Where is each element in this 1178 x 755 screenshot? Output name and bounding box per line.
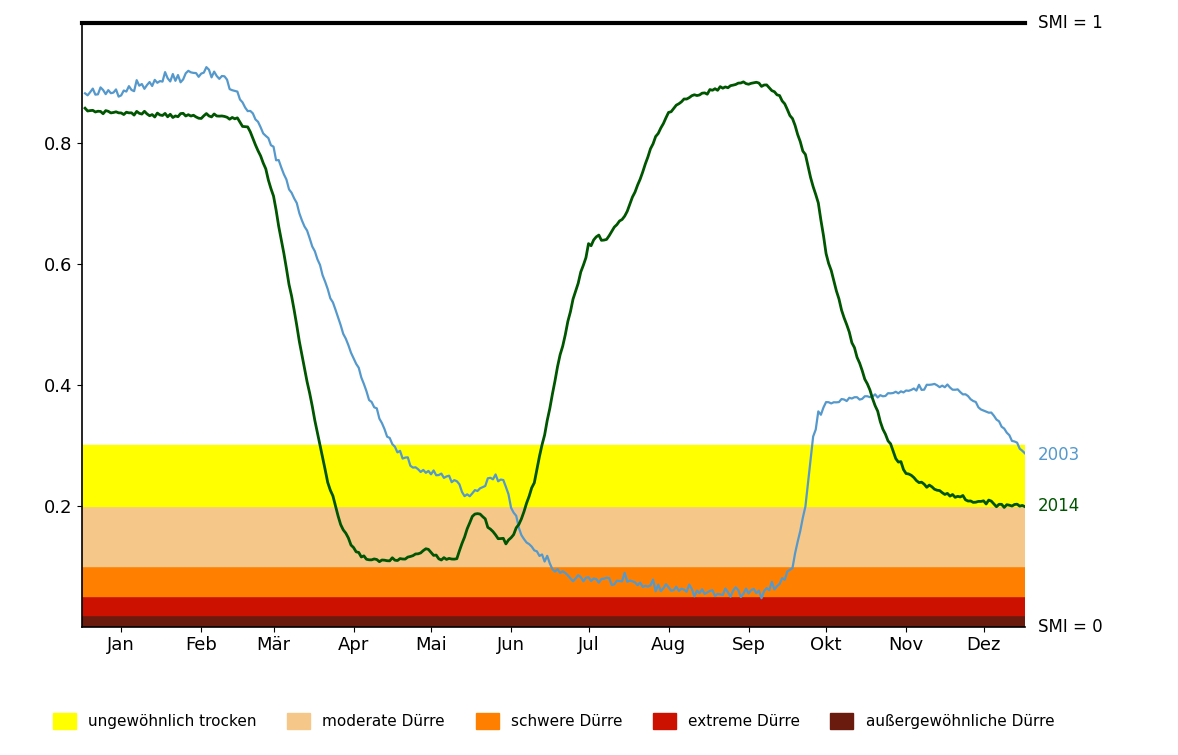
Text: SMI = 0: SMI = 0 — [1038, 618, 1103, 636]
Bar — [82, 596, 1025, 615]
Legend: ungewöhnlich trocken, moderate Dürre, schwere Dürre, extreme Dürre, außergewöhnl: ungewöhnlich trocken, moderate Dürre, sc… — [47, 707, 1060, 735]
Text: 2014: 2014 — [1038, 497, 1080, 515]
Text: 2003: 2003 — [1038, 445, 1080, 464]
Bar — [82, 506, 1025, 566]
Text: SMI = 1: SMI = 1 — [1038, 14, 1103, 32]
Bar — [82, 445, 1025, 506]
Bar — [82, 566, 1025, 596]
Bar — [82, 615, 1025, 627]
